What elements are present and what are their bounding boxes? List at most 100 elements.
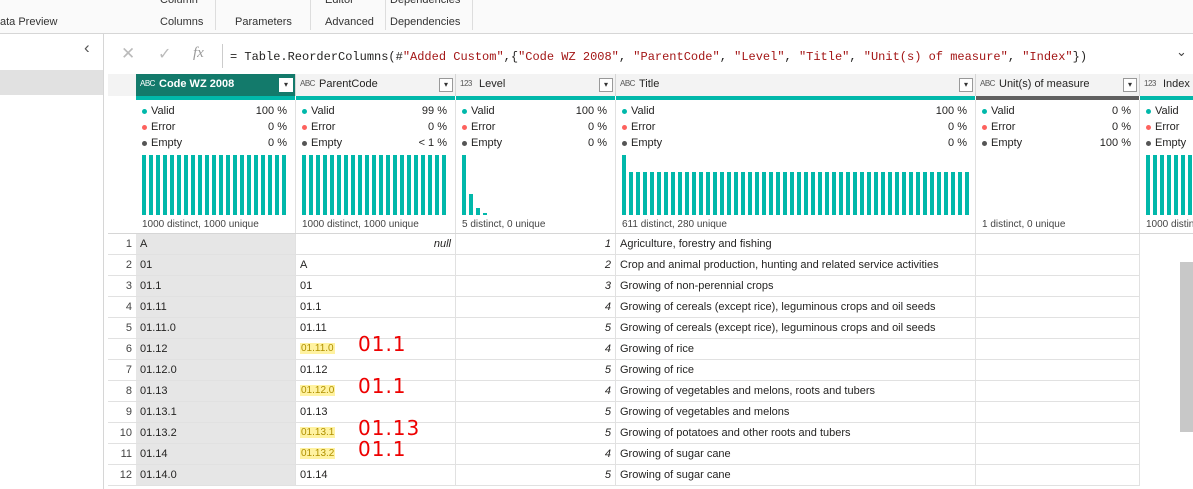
histogram-bar[interactable] [476,207,480,215]
cell[interactable] [976,465,1140,486]
histogram-bar[interactable] [657,171,661,215]
cell[interactable]: Growing of rice [616,339,976,360]
histogram-bar[interactable] [219,155,223,215]
histogram-bar[interactable] [706,171,710,215]
row-number[interactable]: 5 [108,318,136,339]
cell[interactable]: 01.12 [296,360,456,381]
cell[interactable]: 01.1 [296,297,456,318]
histogram-bar[interactable] [330,155,334,215]
histogram-bar[interactable] [629,171,633,215]
cell[interactable]: 01.14.0 [136,465,296,486]
cell[interactable]: 01.13.1 [296,423,456,444]
cell[interactable]: Growing of vegetables and melons, roots … [616,381,976,402]
histogram-bar[interactable] [254,155,258,215]
histogram-bar[interactable] [163,155,167,215]
histogram-bar[interactable] [282,155,286,215]
histogram-bar[interactable] [944,171,948,215]
histogram-bar[interactable] [762,171,766,215]
histogram-bar[interactable] [860,171,864,215]
histogram-bar[interactable] [825,171,829,215]
filter-button[interactable]: ▾ [439,78,453,92]
cell[interactable]: 01.11 [136,297,296,318]
cell[interactable]: 01.11.0 [136,318,296,339]
cell[interactable] [976,339,1140,360]
cell[interactable]: Growing of cereals (except rice), legumi… [616,297,976,318]
filter-button[interactable]: ▾ [599,78,613,92]
histogram-bar[interactable] [414,155,418,215]
row-number[interactable]: 7 [108,360,136,381]
column-header[interactable]: ABC ParentCode ▾ [296,74,456,96]
row-number[interactable]: 11 [108,444,136,465]
confirm-button[interactable]: ✓ [158,46,172,63]
histogram-bar[interactable] [643,171,647,215]
cell[interactable]: 4 [456,297,616,318]
histogram-bar[interactable] [379,155,383,215]
cell[interactable]: 1 [456,234,616,255]
histogram-bar[interactable] [916,171,920,215]
cell[interactable] [976,444,1140,465]
histogram-bar[interactable] [636,171,640,215]
histogram-bar[interactable] [407,155,411,215]
histogram-bar[interactable] [240,155,244,215]
histogram-bar[interactable] [1146,155,1150,215]
histogram-bar[interactable] [323,155,327,215]
histogram-bar[interactable] [233,155,237,215]
cell[interactable]: Growing of non-perennial crops [616,276,976,297]
histogram-bar[interactable] [212,155,216,215]
ribbon-group-label[interactable]: Parameters [235,16,292,28]
row-number[interactable]: 9 [108,402,136,423]
cell[interactable]: 4 [456,444,616,465]
histogram-bar[interactable] [902,171,906,215]
ribbon-group-label[interactable]: Advanced [325,16,374,28]
cell[interactable]: Growing of rice [616,360,976,381]
histogram-bar[interactable] [783,171,787,215]
cell[interactable]: 01.13.2 [136,423,296,444]
histogram-bar[interactable] [205,155,209,215]
histogram-bar[interactable] [177,155,181,215]
histogram-bar[interactable] [699,171,703,215]
cell[interactable]: Agriculture, forestry and fishing [616,234,976,255]
histogram-bar[interactable] [1160,155,1164,215]
cell[interactable]: Growing of vegetables and melons [616,402,976,423]
row-number[interactable]: 12 [108,465,136,486]
histogram-bar[interactable] [685,171,689,215]
histogram-bar[interactable] [839,171,843,215]
histogram-bar[interactable] [337,155,341,215]
histogram-bar[interactable] [734,171,738,215]
column-header[interactable]: 123 Level ▾ [456,74,616,96]
cell[interactable]: 01.13.2 [296,444,456,465]
cell[interactable]: Growing of sugar cane [616,444,976,465]
histogram-bar[interactable] [156,155,160,215]
cell[interactable]: 3 [456,276,616,297]
histogram-bar[interactable] [386,155,390,215]
cell[interactable]: Crop and animal production, hunting and … [616,255,976,276]
cell[interactable]: 5 [456,360,616,381]
histogram-bar[interactable] [727,171,731,215]
histogram-bar[interactable] [720,171,724,215]
histogram-bar[interactable] [170,155,174,215]
histogram-bar[interactable] [713,171,717,215]
cell[interactable]: 5 [456,402,616,423]
histogram-bar[interactable] [797,171,801,215]
histogram-bar[interactable] [846,171,850,215]
cell[interactable]: 2 [456,255,616,276]
cell[interactable]: Growing of cereals (except rice), legumi… [616,318,976,339]
histogram-bar[interactable] [198,155,202,215]
cell[interactable] [976,423,1140,444]
histogram-bar[interactable] [923,171,927,215]
row-number[interactable]: 8 [108,381,136,402]
row-number[interactable]: 1 [108,234,136,255]
histogram-bar[interactable] [755,171,759,215]
cell[interactable]: 01.13 [296,402,456,423]
histogram-bar[interactable] [365,155,369,215]
cell[interactable]: 01.13.1 [136,402,296,423]
histogram-bar[interactable] [853,171,857,215]
cell[interactable]: null [296,234,456,255]
histogram-bar[interactable] [832,171,836,215]
cell[interactable]: 5 [456,465,616,486]
histogram-bar[interactable] [393,155,397,215]
column-header[interactable]: ABC Code WZ 2008 ▾ [136,74,296,96]
histogram-bar[interactable] [268,155,272,215]
cell[interactable] [976,297,1140,318]
histogram-bar[interactable] [965,171,969,215]
